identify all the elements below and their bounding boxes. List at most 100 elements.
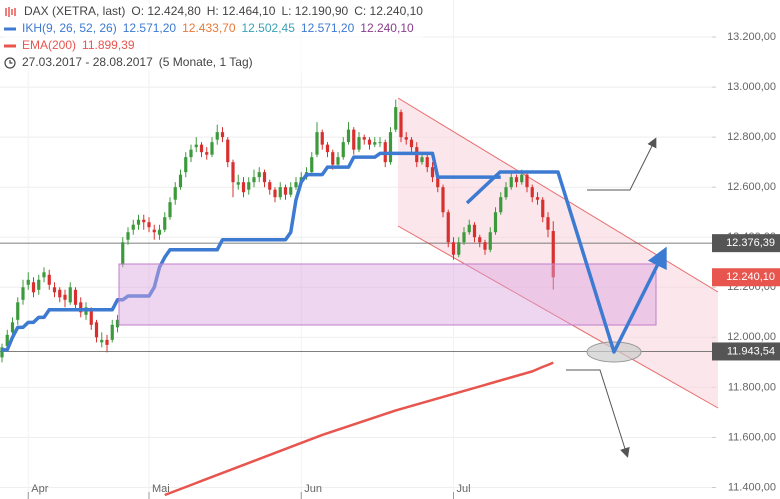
candle-body [47,274,51,285]
candle-body [52,287,57,293]
candle-body [205,152,209,155]
candle-body [462,232,466,243]
candle-body [16,302,20,320]
candle-body [73,289,78,305]
candle-body [336,157,340,165]
candle-body [126,232,130,240]
forecast-path [465,170,667,354]
candle-body [226,139,230,163]
candle-body [394,107,398,130]
candle-body [79,302,83,313]
candle-body [142,219,146,223]
y-tick-label: 13.000,00 [727,81,776,93]
candle-body [220,132,225,138]
candle-body [262,172,267,183]
candle-body [430,167,435,178]
candle-body [115,319,120,328]
candle-body [346,129,351,143]
candle-icon [5,6,16,17]
y-tick-label: 11.600,00 [728,431,776,443]
trend-channel [397,97,719,409]
candle-body [472,224,477,238]
candle-body [289,187,293,195]
arrow-up [587,137,657,191]
indicator-value: 12.433,70 [182,21,236,35]
line-icon [4,44,16,47]
indicator-value: 12.240,10 [360,21,414,35]
candle-body [388,132,393,163]
candle-body [178,174,183,188]
candle-body [446,212,450,243]
indicator-value: 12.571,20 [300,21,355,35]
candle-body [525,174,529,188]
candle-body [173,187,177,200]
y-tick-label: 11.400,00 [728,481,776,493]
ohlc-value: C: 12.240,10 [354,4,423,18]
zone-box [118,263,657,326]
candle-body [457,242,461,255]
candle-body [378,142,382,144]
candle-body [294,182,298,188]
legend-row: EMA(200) 11.899,39 [4,37,423,54]
clock-icon [4,56,16,69]
candle-body [37,279,41,290]
candle-body [509,177,513,188]
y-tick-label: 12.000,00 [727,331,776,343]
indicator-line [164,361,554,497]
candle-body [89,309,93,325]
candle-body [163,217,167,230]
candle-body [535,197,540,200]
arrow-down [566,369,630,458]
candle-body [168,202,172,218]
price-tag-label: 12.240,10 [726,271,775,283]
ohlc-value: O: 12.424,80 [131,4,201,18]
candle-body [268,182,272,190]
candle-body [504,187,508,198]
candle-body [367,139,372,145]
indicator-value: 12.502,45 [241,21,295,35]
candle-body [409,139,414,148]
channel-lower [397,225,719,409]
candle-body [283,187,288,195]
candle-body [404,137,408,140]
price-tag [712,234,780,253]
indicator-name: IKH(9, 26, 52, 26) [22,21,117,35]
candle-body [100,339,104,343]
candle-body [273,189,277,198]
drawings [118,137,667,458]
candle-body [493,212,498,233]
date-range: 27.03.2017 - 28.08.2017 [22,55,153,69]
y-tick-label: 12.800,00 [727,131,776,143]
price-tag-label: 12.376,39 [726,237,775,249]
symbol: DAX (XETRA, last) [24,4,126,18]
indicator-name: EMA(200) [22,38,77,52]
candle-body [399,112,403,138]
ohlc-value: H: 12.464,10 [206,4,276,18]
candle-body [499,197,503,213]
indicator-line [2,151,501,352]
candle-body [58,289,62,298]
candle-body [131,224,135,230]
candle-body [257,172,261,178]
candle-body [352,129,356,150]
candle-body [5,334,9,347]
candle-body [110,324,114,340]
candle-body [63,294,67,300]
candle-body [189,149,193,158]
y-tick-label: 12.600,00 [727,181,776,193]
candle-body [320,132,324,145]
candle-body [42,272,46,278]
candle-body [551,231,555,278]
candle-body [436,177,440,188]
legend: DAX (XETRA, last) O: 12.424,80 H: 12.464… [4,3,423,71]
x-tick-label: Apr [31,483,48,495]
y-tick-label: 13.200,00 [727,31,776,43]
candle-body [325,144,330,153]
candle-body [420,157,424,163]
candle-body [483,242,487,250]
x-tick-label: Jul [457,483,471,495]
legend-row: IKH(9, 26, 52, 26) 12.571,20 12.433,70 12.… [4,20,423,37]
